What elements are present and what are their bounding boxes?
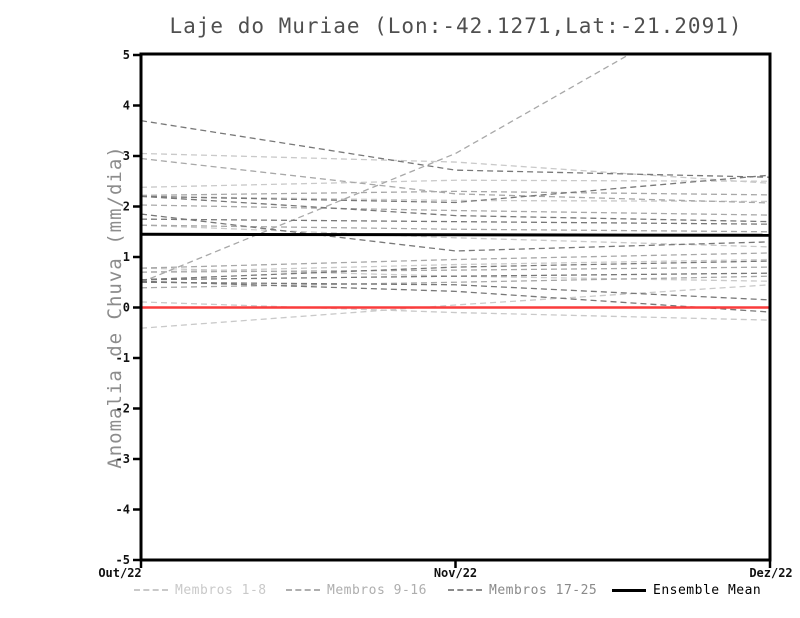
x-tick-label: Nov/22 [434,566,477,580]
member-line [141,152,770,184]
solid-line-sample-icon [612,588,646,592]
y-tick-label: -5 [116,553,130,567]
member-line [141,266,770,273]
y-tick-label: -2 [116,402,130,416]
legend-label: Membros 1-8 [175,582,267,598]
member-line [141,301,770,321]
member-line [141,272,770,281]
member-line [141,195,770,203]
member-line [141,190,770,197]
dashed-line-sample-icon [448,589,482,591]
legend-item-membros-9-16: Membros 9-16 [286,581,427,599]
member-line [141,252,770,269]
legend: Membros 1-8 Membros 9-16 Membros 17-25 E… [0,581,800,603]
legend-label: Ensemble Mean [653,582,762,598]
member-line [141,260,770,281]
member-line [141,204,770,216]
member-line [141,157,770,204]
legend-label: Membros 17-25 [489,582,598,598]
y-tick-label: -3 [116,452,130,466]
y-tick-label: 3 [123,149,130,163]
x-tick-label: Out/22 [98,566,141,580]
y-tick-label: 0 [123,301,130,315]
legend-item-membros-17-25: Membros 17-25 [448,581,597,599]
chart-title: Laje do Muriae (Lon:-42.1271,Lat:-21.209… [169,14,743,38]
member-line [141,258,770,273]
legend-label: Membros 9-16 [327,582,427,598]
member-line [141,179,770,188]
dashed-line-sample-icon [134,589,168,591]
dashed-line-sample-icon [286,589,320,591]
legend-item-membros-1-8: Membros 1-8 [134,581,267,599]
ensemble-mean-line [141,232,770,237]
member-line [141,280,770,313]
x-tick-label: Dez/22 [749,566,792,580]
legend-item-ensemble-mean: Ensemble Mean [612,581,761,599]
member-line [141,195,770,223]
y-tick-label: 4 [123,99,130,113]
y-tick-label: 2 [123,200,130,214]
member-line [141,213,770,252]
y-tick-label: -4 [116,503,130,517]
y-tick-label: 5 [123,48,130,62]
y-tick-label: 1 [123,250,130,264]
member-line [141,275,770,289]
member-line [141,224,770,248]
y-tick-label: -1 [116,351,130,365]
member-line [141,284,770,329]
member-line [141,174,770,204]
member-line [141,55,630,283]
member-line [141,281,770,301]
member-line [141,218,770,225]
